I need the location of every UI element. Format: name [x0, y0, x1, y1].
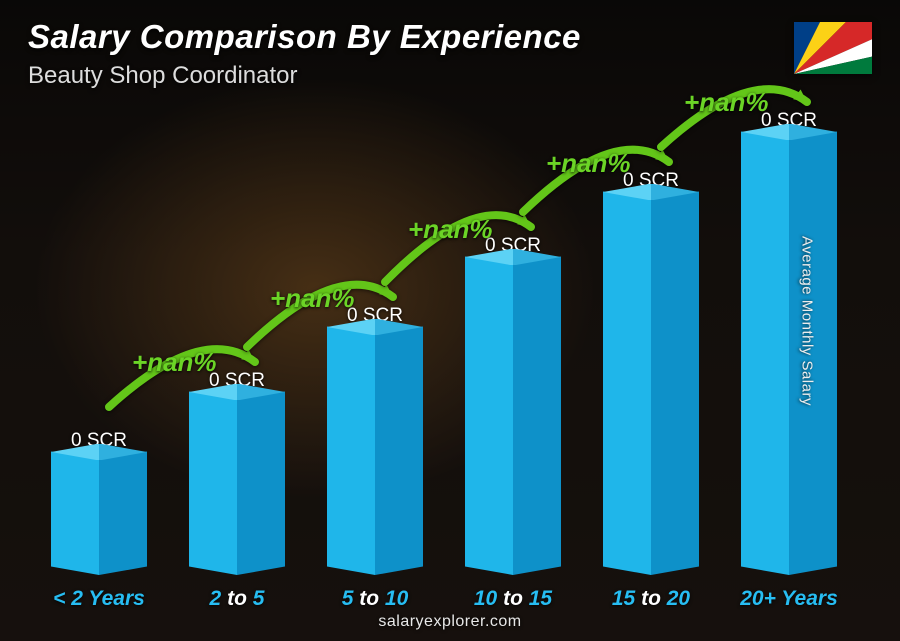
- increase-label: +nan%: [270, 283, 355, 314]
- bar-slot: 0 SCR< 2 Years: [30, 430, 168, 575]
- bar-face-left: [603, 192, 651, 575]
- y-axis-label: Average Monthly Salary: [799, 236, 816, 406]
- header: Salary Comparison By Experience Beauty S…: [28, 18, 581, 90]
- x-axis-label: 10 to 15: [444, 587, 582, 611]
- bar-face-left: [741, 132, 789, 575]
- chart-title: Salary Comparison By Experience: [28, 18, 581, 56]
- increase-label: +nan%: [684, 87, 769, 118]
- bar: [327, 335, 423, 575]
- chart-subtitle: Beauty Shop Coordinator: [28, 62, 581, 90]
- bar-face-right: [513, 257, 561, 575]
- x-axis-label: 15 to 20: [582, 587, 720, 611]
- increase-label: +nan%: [132, 347, 217, 378]
- seychelles-flag-icon: [794, 22, 872, 74]
- footer-credit: salaryexplorer.com: [0, 613, 900, 631]
- x-axis-label: 2 to 5: [168, 587, 306, 611]
- bar-face-right: [651, 192, 699, 575]
- increase-label: +nan%: [546, 148, 631, 179]
- bar: [603, 200, 699, 575]
- bar: [741, 140, 837, 575]
- bar-face-right: [99, 452, 147, 575]
- x-axis-label: 20+ Years: [720, 587, 858, 611]
- bar-face-left: [51, 452, 99, 575]
- x-axis-label: 5 to 10: [306, 587, 444, 611]
- bar: [51, 460, 147, 575]
- x-axis-label: < 2 Years: [30, 587, 168, 611]
- bar-slot: 0 SCR20+ Years: [720, 110, 858, 575]
- increase-label: +nan%: [408, 214, 493, 245]
- bar-face-left: [465, 257, 513, 575]
- bar: [465, 265, 561, 575]
